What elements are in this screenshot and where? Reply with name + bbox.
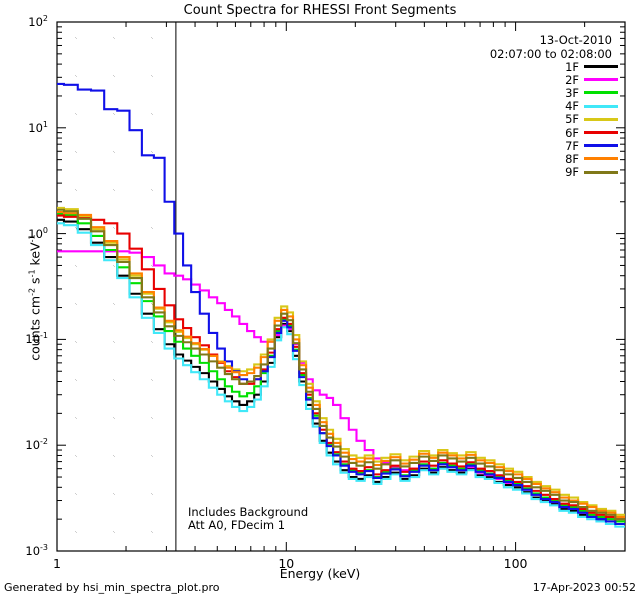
legend-item-8f[interactable]: 8F	[498, 151, 618, 166]
legend-item-2f[interactable]: 2F	[498, 72, 618, 87]
legend-item-3f[interactable]: 3F	[498, 85, 618, 100]
legend-swatch	[584, 91, 618, 95]
legend-swatch	[584, 78, 618, 82]
legend-item-1f[interactable]: 1F	[498, 59, 618, 74]
legend-label: 1F	[565, 59, 579, 74]
footer-timestamp: 17-Apr-2023 00:52	[532, 581, 636, 594]
y-tick-label: 101	[28, 119, 48, 135]
legend-label: 8F	[565, 151, 579, 166]
footer-generator: Generated by hsi_min_spectra_plot.pro	[4, 581, 220, 594]
legend-label: 7F	[565, 138, 579, 153]
observation-time-range: 02:07:00 to 02:08:00	[489, 47, 612, 61]
legend-swatch	[584, 104, 618, 108]
x-tick-label: 10	[278, 556, 295, 571]
legend-label: 5F	[565, 112, 579, 127]
annotation-includes-background: Includes Background	[188, 505, 309, 519]
y-tick-label: 10-2	[25, 437, 48, 453]
legend-swatch	[584, 65, 618, 69]
page-title: Count Spectra for RHESSI Front Segments	[183, 3, 457, 18]
legend-swatch	[584, 144, 618, 148]
x-axis-label: Energy (keV)	[279, 566, 361, 581]
x-tick-label: 1	[53, 556, 61, 571]
legend-swatch	[584, 117, 618, 121]
annotation-attenuator-state: Att A0, FDecim 1	[188, 518, 286, 532]
legend-label: 3F	[565, 85, 579, 100]
legend: 1F 2F 3F 4F 5F 6F 7F 8F 9F	[498, 60, 618, 179]
legend-item-4f[interactable]: 4F	[498, 99, 618, 114]
x-tick-label: 100	[503, 556, 528, 571]
y-tick-label: 100	[28, 225, 48, 241]
y-tick-label: 10-1	[25, 331, 48, 347]
legend-item-5f[interactable]: 5F	[498, 112, 618, 127]
legend-label: 4F	[565, 99, 579, 114]
legend-label: 2F	[565, 72, 579, 87]
legend-item-9f[interactable]: 9F	[498, 165, 618, 180]
legend-label: 9F	[565, 165, 579, 180]
observation-date: 13-Oct-2010	[539, 33, 612, 47]
legend-swatch	[584, 170, 618, 174]
legend-item-7f[interactable]: 7F	[498, 138, 618, 153]
legend-swatch	[584, 157, 618, 161]
y-tick-label: 10-3	[25, 543, 48, 558]
y-tick-label: 102	[28, 14, 48, 29]
legend-swatch	[584, 131, 618, 135]
legend-item-6f[interactable]: 6F	[498, 125, 618, 140]
legend-label: 6F	[565, 125, 579, 140]
